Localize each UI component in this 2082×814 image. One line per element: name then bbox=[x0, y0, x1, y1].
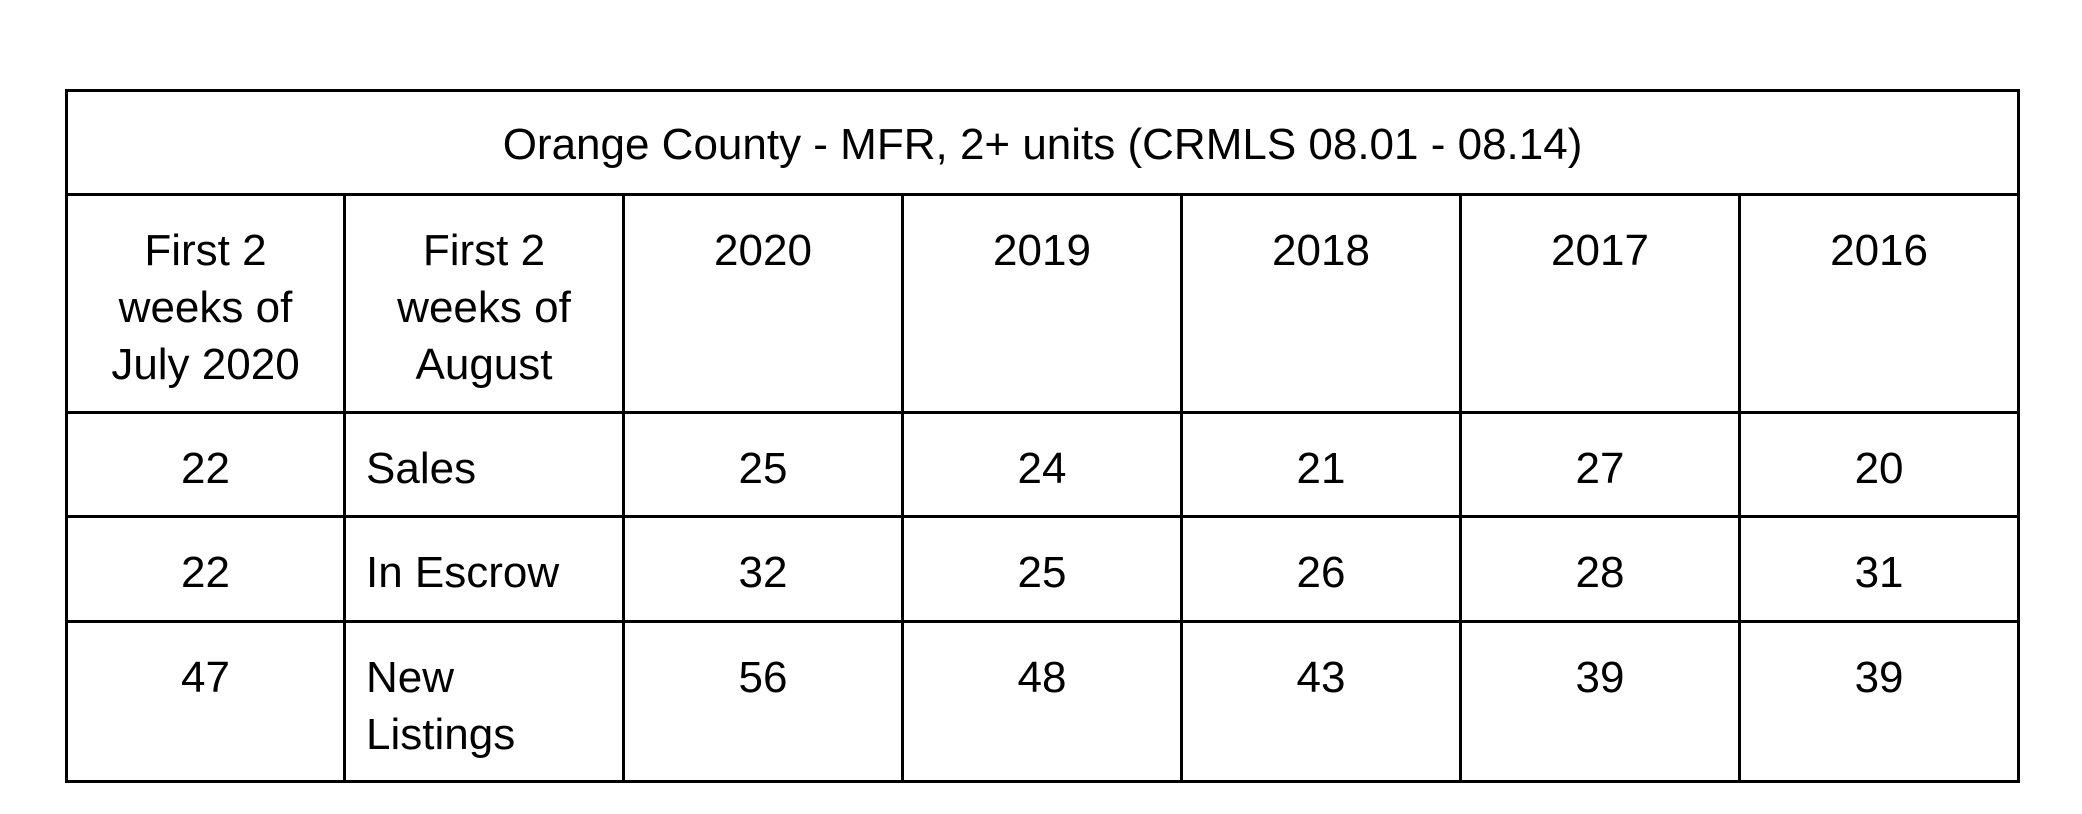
cell-2018: 21 bbox=[1180, 411, 1462, 518]
cell-july-2020: 47 bbox=[65, 620, 346, 783]
column-header-2017: 2017 bbox=[1459, 193, 1741, 414]
row-label-new-listings: New Listings bbox=[343, 620, 625, 783]
cell-2016: 39 bbox=[1737, 620, 2021, 783]
cell-2016: 31 bbox=[1737, 515, 2021, 623]
column-header-2020: 2020 bbox=[622, 193, 904, 414]
title-row: Orange County - MFR, 2+ units (CRMLS 08.… bbox=[64, 89, 2021, 196]
cell-2016: 20 bbox=[1737, 411, 2021, 518]
header-row: First 2 weeks of July 2020 First 2 weeks… bbox=[65, 193, 2021, 414]
cell-2020: 25 bbox=[622, 411, 904, 518]
cell-2019: 24 bbox=[901, 411, 1183, 518]
cell-2018: 26 bbox=[1180, 515, 1462, 623]
cell-2017: 27 bbox=[1459, 411, 1741, 518]
table-title: Orange County - MFR, 2+ units (CRMLS 08.… bbox=[64, 89, 2021, 196]
column-header-2019: 2019 bbox=[901, 193, 1183, 414]
cell-2019: 25 bbox=[901, 515, 1183, 623]
cell-2020: 32 bbox=[622, 515, 904, 623]
cell-july-2020: 22 bbox=[65, 411, 346, 518]
row-label-in-escrow: In Escrow bbox=[343, 515, 625, 623]
column-header-august: First 2 weeks of August bbox=[343, 193, 625, 414]
cell-2020: 56 bbox=[622, 620, 904, 783]
column-header-2016: 2016 bbox=[1737, 193, 2021, 414]
column-header-july-2020: First 2 weeks of July 2020 bbox=[65, 193, 346, 414]
cell-july-2020: 22 bbox=[65, 515, 346, 623]
cell-2019: 48 bbox=[901, 620, 1183, 783]
row-label-sales: Sales bbox=[343, 411, 625, 518]
cell-2018: 43 bbox=[1180, 620, 1462, 783]
data-table: Orange County - MFR, 2+ units (CRMLS 08.… bbox=[64, 89, 2021, 783]
cell-2017: 28 bbox=[1459, 515, 1741, 623]
table-row-sales: 22 Sales 25 24 21 27 20 bbox=[65, 411, 2021, 518]
column-header-2018: 2018 bbox=[1180, 193, 1462, 414]
table-row-in-escrow: 22 In Escrow 32 25 26 28 31 bbox=[65, 515, 2021, 623]
cell-2017: 39 bbox=[1459, 620, 1741, 783]
table-row-new-listings: 47 New Listings 56 48 43 39 39 bbox=[65, 620, 2021, 783]
